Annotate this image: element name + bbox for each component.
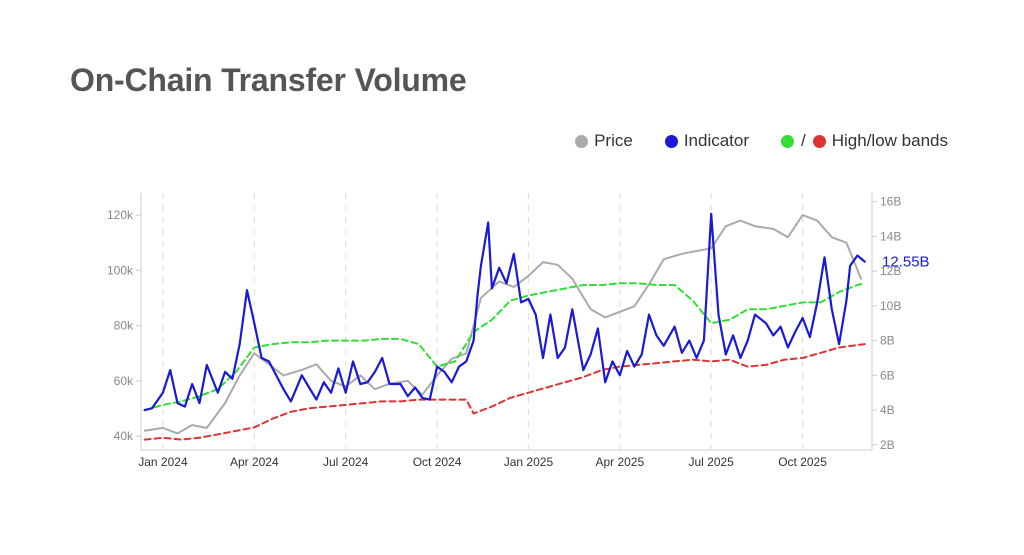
high-band-series-line bbox=[143, 282, 866, 412]
x-tick-label: Jan 2024 bbox=[138, 455, 188, 469]
chart-legend: Price Indicator / High/low bands bbox=[575, 131, 948, 151]
y-right-tick-label: 4B bbox=[880, 403, 895, 417]
x-tick-label: Jul 2025 bbox=[688, 455, 734, 469]
y-right-tick-label: 2B bbox=[880, 438, 895, 452]
legend-indicator-label: Indicator bbox=[683, 131, 750, 150]
legend-bands-label: High/low bands bbox=[831, 131, 948, 150]
legend-bands-separator: / bbox=[801, 131, 806, 150]
x-tick-label: Jan 2025 bbox=[504, 455, 554, 469]
y-left-tick-label: 40k bbox=[114, 429, 134, 443]
y-right-tick-label: 10B bbox=[880, 299, 901, 313]
legend-price-label: Price bbox=[594, 131, 633, 150]
x-tick-label: Jul 2024 bbox=[323, 455, 369, 469]
y-right-tick-label: 16B bbox=[880, 195, 901, 209]
y-left-tick-label: 100k bbox=[107, 263, 134, 277]
y-right-tick-label: 12B bbox=[880, 264, 901, 278]
indicator-swatch-icon bbox=[664, 134, 678, 148]
last-value-label: 12.55B bbox=[882, 254, 930, 271]
y-right-tick-label: 14B bbox=[880, 229, 901, 243]
price-swatch-icon bbox=[575, 134, 589, 148]
legend-item-indicator[interactable]: Indicator bbox=[664, 131, 750, 151]
x-tick-label: Apr 2025 bbox=[595, 455, 644, 469]
y-right-tick-label: 6B bbox=[880, 368, 895, 382]
high-band-swatch-icon bbox=[781, 134, 795, 148]
x-tick-label: Oct 2024 bbox=[413, 455, 462, 469]
y-left-tick-label: 80k bbox=[114, 319, 134, 333]
low-band-swatch-icon bbox=[812, 134, 826, 148]
y-left-tick-label: 120k bbox=[107, 208, 134, 222]
indicator-series-line bbox=[143, 212, 866, 412]
x-tick-label: Apr 2024 bbox=[230, 455, 279, 469]
y-left-tick-label: 60k bbox=[114, 374, 134, 388]
legend-item-bands[interactable]: / High/low bands bbox=[781, 131, 948, 151]
legend-item-price[interactable]: Price bbox=[575, 131, 633, 151]
x-tick-label: Oct 2025 bbox=[778, 455, 827, 469]
low-band-series-line bbox=[143, 343, 866, 441]
y-right-tick-label: 8B bbox=[880, 334, 895, 348]
chart-title: On-Chain Transfer Volume bbox=[70, 62, 467, 98]
